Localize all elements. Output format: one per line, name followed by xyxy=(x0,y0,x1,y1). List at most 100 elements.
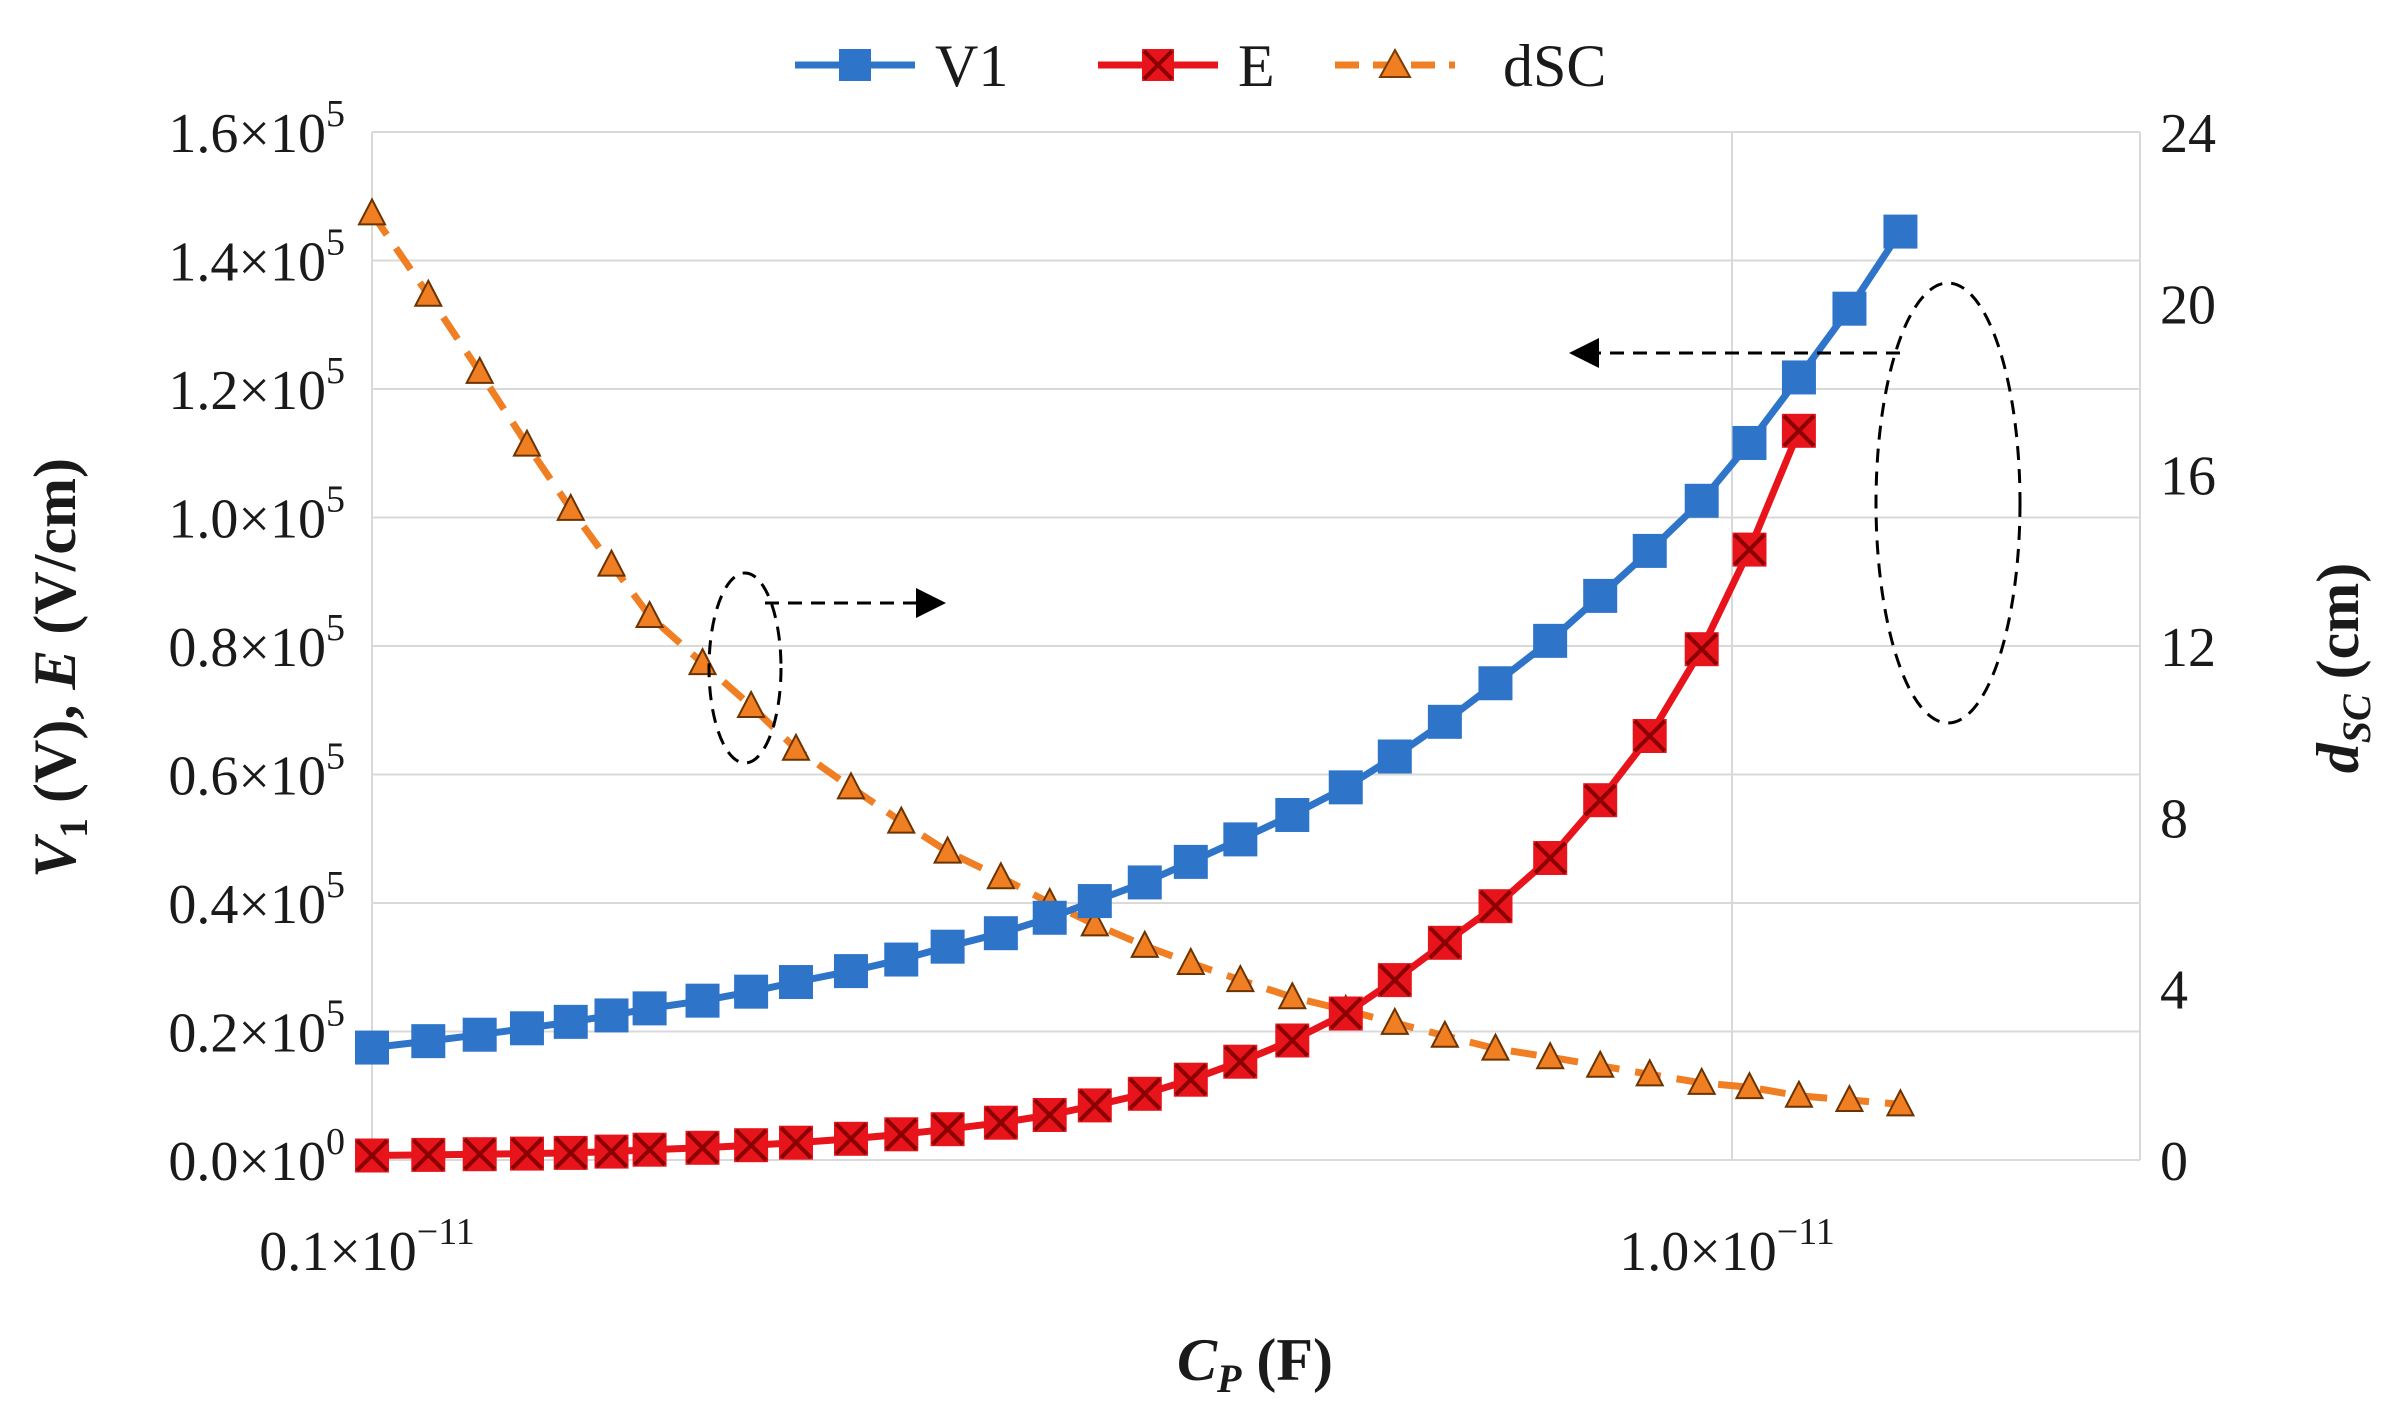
point-v1-18 xyxy=(1223,822,1258,857)
svg-text:dSC (cm): dSC (cm) xyxy=(2305,563,2379,774)
point-e-25 xyxy=(1583,783,1618,818)
point-v1-24 xyxy=(1533,623,1568,658)
legend-item-e[interactable]: E xyxy=(1098,33,1275,99)
point-dsc-24 xyxy=(1535,1041,1565,1070)
annotation-ellipse-v1-e xyxy=(1874,281,2022,725)
annotation-ellipse-dsc xyxy=(707,571,783,765)
y-left-tick-label-0: 0.0×100 xyxy=(168,1121,345,1193)
point-e-13 xyxy=(983,1105,1018,1140)
point-e-19 xyxy=(1275,1023,1310,1058)
point-v1-7 xyxy=(685,983,720,1018)
gridlines xyxy=(371,131,2141,1161)
y-left-tick-label-5: 1.0×105 xyxy=(168,479,345,551)
point-dsc-26 xyxy=(1635,1058,1665,1087)
series-dsc xyxy=(357,197,1916,1117)
point-dsc-12 xyxy=(932,835,963,864)
x-tick-labels: 0.1×10−11 1.0×10−11 xyxy=(259,1211,1835,1283)
point-dsc-0 xyxy=(357,197,387,226)
point-v1-23 xyxy=(1478,666,1513,701)
legend-item-dsc[interactable]: dSC xyxy=(1335,33,1606,99)
point-e-2 xyxy=(462,1137,497,1172)
point-e-27 xyxy=(1684,632,1719,667)
point-dsc-10 xyxy=(836,771,866,800)
point-v1-12 xyxy=(930,929,965,964)
legend-label-dsc: dSC xyxy=(1503,33,1606,99)
annotations xyxy=(707,281,2022,765)
point-dsc-25 xyxy=(1585,1049,1615,1078)
point-dsc-19 xyxy=(1277,981,1307,1010)
point-v1-5 xyxy=(594,998,629,1033)
point-dsc-23 xyxy=(1480,1032,1511,1061)
y-left-title-v-sub: 1 xyxy=(51,818,96,838)
x-title-unit: (F) xyxy=(1241,1327,1333,1393)
point-v1-26 xyxy=(1632,533,1667,568)
point-v1-25 xyxy=(1583,578,1618,613)
point-v1-2 xyxy=(462,1017,497,1052)
y-right-tick-label-4: 16 xyxy=(2160,446,2216,508)
x-tick-label-0: 0.1×10−11 xyxy=(259,1211,475,1283)
y-right-title-main: d xyxy=(2305,742,2371,773)
point-v1-27 xyxy=(1684,483,1719,518)
point-dsc-27 xyxy=(1687,1066,1717,1095)
series-line-v1 xyxy=(371,229,1904,1052)
point-e-24 xyxy=(1533,841,1568,875)
y-left-title-v: V xyxy=(22,833,88,878)
point-e-21 xyxy=(1377,963,1412,998)
point-e-20 xyxy=(1328,996,1363,1031)
point-e-22 xyxy=(1427,925,1462,960)
point-dsc-2 xyxy=(465,355,495,384)
point-v1-17 xyxy=(1173,844,1208,879)
y-left-tick-label-1: 0.2×105 xyxy=(168,993,345,1065)
point-v1-31 xyxy=(1883,214,1918,249)
point-e-16 xyxy=(1127,1076,1162,1111)
point-v1-22 xyxy=(1427,704,1462,739)
point-dsc-29 xyxy=(1784,1079,1814,1108)
point-dsc-17 xyxy=(1176,946,1206,975)
point-e-15 xyxy=(1077,1088,1112,1123)
legend-label-v1: V1 xyxy=(935,33,1008,99)
series-line-dsc xyxy=(369,211,1901,1108)
x-title-sub: P xyxy=(1216,1356,1242,1401)
point-v1-19 xyxy=(1275,797,1310,832)
point-v1-16 xyxy=(1127,865,1162,900)
point-dsc-8 xyxy=(736,689,766,718)
point-e-10 xyxy=(834,1121,868,1156)
point-e-17 xyxy=(1173,1062,1208,1097)
point-dsc-15 xyxy=(1080,908,1110,937)
series-v1 xyxy=(355,214,1918,1065)
point-v1-21 xyxy=(1377,739,1412,774)
point-e-8 xyxy=(734,1128,769,1163)
point-v1-0 xyxy=(355,1030,389,1065)
legend-label-e: E xyxy=(1238,33,1275,99)
y-left-tick-label-2: 0.4×105 xyxy=(168,864,345,936)
y-left-tick-label-6: 1.2×105 xyxy=(168,350,345,422)
x-title-main: C xyxy=(1177,1327,1218,1393)
y-right-tick-labels: 0 4 8 12 16 20 24 xyxy=(2160,103,2216,1193)
point-v1-14 xyxy=(1032,900,1067,935)
y-left-tick-label-3: 0.6×105 xyxy=(168,736,345,808)
point-dsc-13 xyxy=(986,861,1016,890)
point-e-12 xyxy=(930,1112,965,1147)
point-dsc-22 xyxy=(1430,1019,1460,1048)
point-v1-3 xyxy=(509,1011,544,1046)
point-dsc-31 xyxy=(1885,1088,1916,1117)
point-e-6 xyxy=(632,1132,667,1167)
y-left-tick-label-4: 0.8×105 xyxy=(168,607,345,679)
y-left-tick-label-8: 1.6×105 xyxy=(168,93,345,165)
x-axis-title: CP (F) xyxy=(1177,1327,1333,1401)
point-e-0 xyxy=(355,1138,389,1173)
point-v1-6 xyxy=(632,991,667,1026)
svg-text:V1 (V), E (V/cm): V1 (V), E (V/cm) xyxy=(22,458,96,878)
point-e-4 xyxy=(553,1135,588,1170)
point-v1-11 xyxy=(884,942,919,977)
y-left-title-e-unit: (V/cm) xyxy=(22,458,88,650)
y-right-tick-label-2: 8 xyxy=(2160,788,2188,850)
y-right-tick-label-0: 0 xyxy=(2160,1131,2188,1193)
y-left-title-v-unit: (V), xyxy=(22,690,88,818)
point-dsc-5 xyxy=(596,548,627,577)
legend-item-v1[interactable]: V1 xyxy=(795,33,1008,99)
point-dsc-4 xyxy=(556,492,586,521)
y-right-tick-label-3: 12 xyxy=(2160,617,2216,679)
point-v1-29 xyxy=(1781,360,1816,395)
y-right-tick-label-6: 24 xyxy=(2160,103,2216,165)
